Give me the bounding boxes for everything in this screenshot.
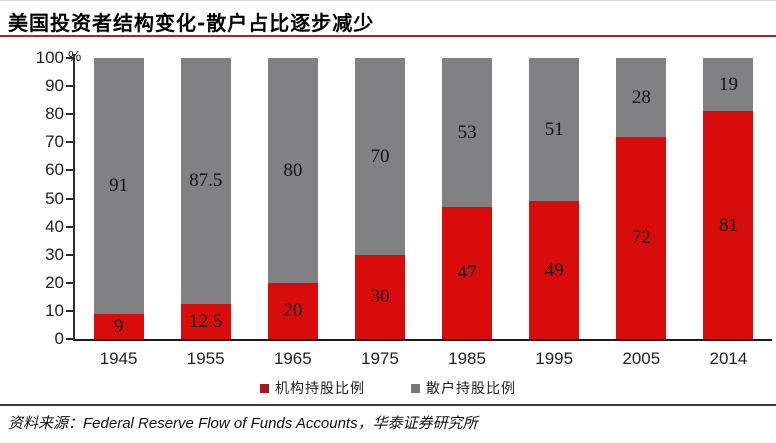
y-tick-mark xyxy=(66,309,73,312)
bar-value-label: 51 xyxy=(544,119,564,141)
bar-value-label: 81 xyxy=(718,214,738,236)
bar-segment-institutional: 47 xyxy=(442,206,493,339)
bar-segment-institutional: 72 xyxy=(616,136,667,339)
bar-segment-institutional: 81 xyxy=(703,111,754,339)
y-tick-mark xyxy=(66,225,73,228)
bar-value-label: 20 xyxy=(283,300,303,322)
source-prefix: 资料来源： xyxy=(8,414,84,432)
stacked-bar-1975: 70 30 xyxy=(354,58,405,339)
x-tick-label: 1965 xyxy=(273,349,312,368)
bar-segment-institutional: 12.5 xyxy=(180,303,231,339)
bar-segment-institutional: 9 xyxy=(93,313,144,339)
y-tick-label: 80 xyxy=(45,104,64,124)
bar-column: 80 20 xyxy=(249,58,336,339)
y-tick-mark xyxy=(66,338,73,340)
bar-value-label: 72 xyxy=(631,227,651,249)
bar-segment-institutional: 30 xyxy=(354,254,405,339)
bar-value-label: 12.5 xyxy=(189,310,223,332)
stacked-bar-2005: 28 72 xyxy=(616,58,667,339)
bar-value-label: 70 xyxy=(370,145,390,167)
bar-column: 70 30 xyxy=(336,58,423,339)
bar-segment-institutional: 49 xyxy=(529,201,580,339)
stacked-bar-1995: 51 49 xyxy=(529,58,580,339)
bar-value-label: 47 xyxy=(457,262,477,284)
bar-column: 91 9 xyxy=(75,58,162,339)
y-tick-label: 70 xyxy=(45,132,64,152)
bar-segment-retail: 80 xyxy=(267,58,318,283)
y-tick-label: 50 xyxy=(45,188,64,208)
y-tick-label: 100 xyxy=(35,48,64,67)
source-separator: ， xyxy=(357,414,373,432)
stacked-bar-1945: 91 9 xyxy=(93,58,144,339)
x-tick-label: 1975 xyxy=(361,349,399,368)
y-tick-mark xyxy=(66,141,73,144)
y-tick-label: 10 xyxy=(45,300,64,320)
y-tick-label: 40 xyxy=(45,216,64,236)
legend-item: 机构持股比例 xyxy=(260,378,365,398)
bar-value-label: 19 xyxy=(718,74,738,96)
y-tick-mark xyxy=(66,281,73,284)
y-tick-label: 30 xyxy=(45,244,64,264)
y-tick-mark xyxy=(66,169,73,172)
bar-column: 87.5 12.5 xyxy=(162,58,249,339)
bar-value-label: 91 xyxy=(109,175,129,197)
title-underline xyxy=(0,35,776,37)
stacked-bar-1955: 87.5 12.5 xyxy=(180,58,231,339)
y-tick-mark xyxy=(66,57,73,59)
bar-value-label: 30 xyxy=(370,286,390,308)
legend-swatch-icon xyxy=(260,383,269,393)
bars-container: 91 9 87.5 12.5 80 20 70 30 53 47 51 49 28 72 19 81 xyxy=(75,58,772,339)
chart-title: 美国投资者结构变化-散户占比逐步减少 xyxy=(8,11,375,35)
bar-segment-retail: 19 xyxy=(703,58,754,112)
y-tick-mark xyxy=(66,85,73,88)
bar-segment-retail: 70 xyxy=(354,58,405,255)
legend-label: 散户持股比例 xyxy=(426,381,516,397)
x-tick-label: 1985 xyxy=(448,349,486,368)
bar-value-label: 87.5 xyxy=(189,170,223,192)
bar-column: 28 72 xyxy=(598,58,685,339)
y-tick-label: 60 xyxy=(45,160,64,180)
bar-column: 51 49 xyxy=(511,58,598,339)
source-english: Federal Reserve Flow of Funds Accounts xyxy=(83,415,358,432)
source-note: 资料来源：Federal Reserve Flow of Funds Accou… xyxy=(8,412,768,433)
bar-value-label: 53 xyxy=(457,121,477,143)
bar-value-label: 9 xyxy=(113,315,124,337)
x-axis-labels: 1945 1955 1965 1975 1985 1995 2005 2014 xyxy=(75,349,772,369)
x-tick-label: 2005 xyxy=(622,349,661,368)
x-tick-label: 2014 xyxy=(709,349,748,368)
x-axis-line xyxy=(73,339,772,341)
bar-segment-retail: 51 xyxy=(529,58,580,202)
bar-column: 19 81 xyxy=(685,58,772,339)
bar-segment-retail: 53 xyxy=(442,58,493,207)
bar-segment-retail: 91 xyxy=(93,58,144,314)
stacked-bar-1985: 53 47 xyxy=(442,58,493,339)
source-institution: 华泰证券研究所 xyxy=(372,414,478,432)
bar-segment-institutional: 20 xyxy=(267,282,318,339)
footer-divider xyxy=(0,404,776,406)
y-tick-label: 0 xyxy=(54,329,64,348)
legend-label: 机构持股比例 xyxy=(275,381,365,397)
bar-value-label: 80 xyxy=(283,159,303,181)
y-tick-label: 20 xyxy=(45,272,64,292)
bar-segment-retail: 28 xyxy=(616,58,667,137)
y-tick-label: 90 xyxy=(45,76,64,96)
y-tick-mark xyxy=(66,253,73,256)
bar-value-label: 49 xyxy=(544,259,564,281)
bar-column: 53 47 xyxy=(424,58,511,339)
legend: 机构持股比例 散户持股比例 xyxy=(0,378,776,398)
y-axis-line xyxy=(73,54,75,341)
x-tick-label: 1995 xyxy=(535,349,574,368)
bar-segment-retail: 87.5 xyxy=(180,58,231,304)
y-tick-mark xyxy=(66,197,73,200)
stacked-bar-1965: 80 20 xyxy=(267,58,318,339)
bar-value-label: 28 xyxy=(631,86,651,108)
y-tick-mark xyxy=(66,113,73,116)
x-tick-label: 1955 xyxy=(186,349,225,368)
legend-item: 散户持股比例 xyxy=(411,378,516,398)
stacked-bar-2014: 19 81 xyxy=(703,58,754,339)
x-tick-label: 1945 xyxy=(99,349,138,368)
legend-swatch-icon xyxy=(411,383,420,393)
